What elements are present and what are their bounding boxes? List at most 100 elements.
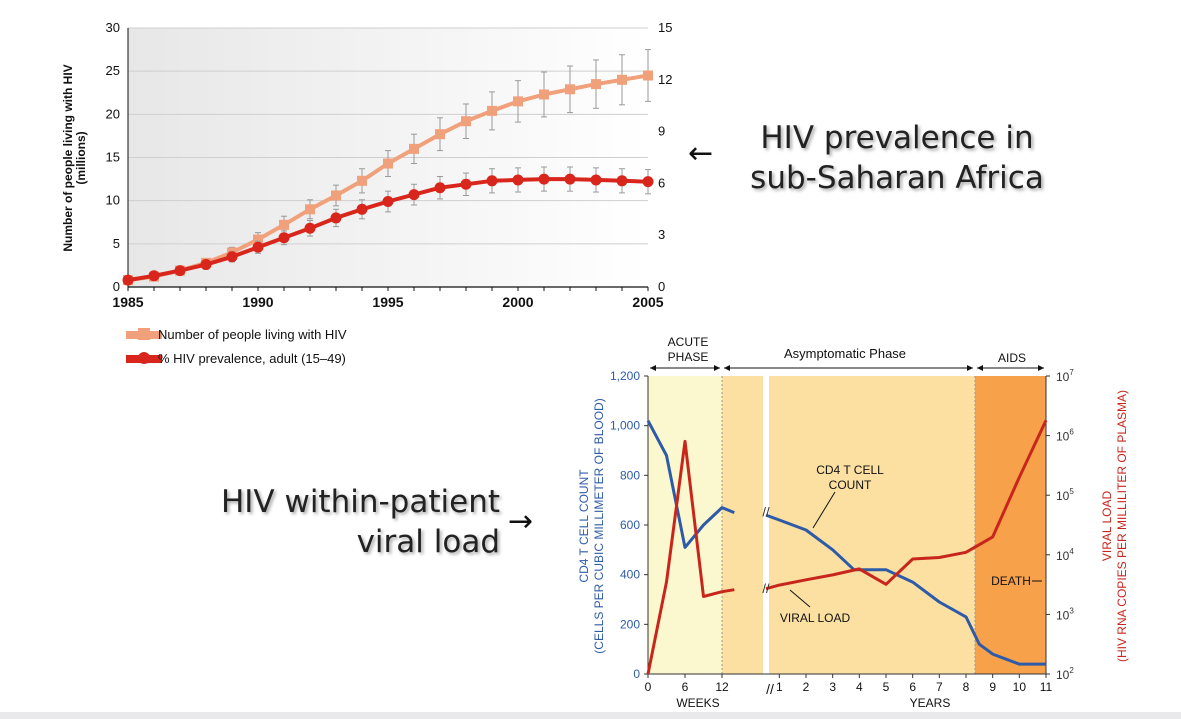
y-axis-label: Number of people living with HIV(million…	[61, 64, 88, 251]
y-tick-label: 5	[113, 236, 120, 251]
legend-swatch-people	[126, 328, 162, 340]
phase-arrowhead	[724, 365, 730, 371]
phase-label-aids: AIDS	[998, 351, 1026, 365]
data-point-prevalence	[460, 178, 472, 190]
phase-label-acute: ACUTE PHASE	[668, 335, 709, 364]
data-point-prevalence	[382, 196, 394, 208]
y2-tick-base: 10	[1056, 549, 1070, 563]
legend-label-people: Number of people living with HIV	[158, 327, 347, 342]
viral-load-line-years	[765, 419, 1048, 591]
prevalence-caption-line-2: sub-Saharan Africa	[750, 160, 1044, 196]
y-tick-label: 30	[106, 20, 120, 35]
y2-tick-base: 10	[1056, 608, 1070, 622]
y-tick-label: 20	[106, 106, 120, 121]
y-axis-label: CD4 T CELL COUNT(CELLS PER CUBIC MILLIME…	[577, 398, 606, 653]
axis-break-mark: //	[766, 681, 774, 697]
y2-tick-label: 3	[658, 227, 665, 242]
data-point-prevalence	[200, 259, 212, 271]
data-point-people	[643, 70, 653, 81]
y2-axis-label-line: VIRAL LOAD	[1100, 491, 1114, 562]
legend-label-prevalence: % HIV prevalence, adult (15–49)	[158, 351, 346, 366]
y-tick-label: 400	[620, 568, 640, 582]
phase-arrowhead	[1038, 365, 1044, 371]
data-point-prevalence	[356, 203, 368, 215]
x-tick-label: 1990	[242, 294, 273, 310]
y2-tick-exp: 3	[1069, 606, 1074, 615]
y-tick-label: 1,200	[610, 369, 640, 383]
y2-tick-label: 105	[1056, 487, 1074, 503]
x-tick-label: 1995	[372, 294, 403, 310]
bottom-strip	[0, 712, 1181, 719]
y2-tick-base: 10	[1056, 489, 1070, 503]
y2-tick-label: 104	[1056, 547, 1074, 563]
acute-phase-region	[648, 376, 722, 674]
y2-tick-label: 12	[658, 72, 672, 87]
data-point-people	[305, 204, 315, 215]
x-tick-label-years: 2	[803, 680, 810, 694]
x-tick-label-years: 5	[883, 680, 890, 694]
y2-tick-label: 6	[658, 175, 665, 190]
x-tick-label: 2000	[502, 294, 533, 310]
y-tick-label: 1,000	[610, 419, 640, 433]
x-tick-label-weeks: 6	[682, 680, 689, 694]
y2-tick-exp: 6	[1069, 428, 1074, 437]
x-tick-label: 2005	[632, 294, 663, 310]
viral-load-line-weeks	[646, 439, 735, 675]
asymptomatic-phase-region	[722, 376, 975, 674]
annotation-cd4: CD4 T CELL COUNT	[816, 463, 884, 492]
y2-tick-exp: 5	[1069, 487, 1074, 496]
y2-tick-label: 0	[658, 279, 665, 294]
x-tick-label-years: 3	[829, 680, 836, 694]
phase-label-acute-line: PHASE	[668, 350, 709, 364]
data-point-prevalence	[278, 232, 290, 244]
data-point-prevalence	[434, 182, 446, 194]
data-point-people	[565, 84, 575, 95]
data-point-people	[383, 158, 393, 169]
cd4-line-years	[765, 513, 1046, 666]
data-point-people	[513, 96, 523, 107]
y2-axis-label: VIRAL LOAD(HIV RNA COPIES PER MILLILITER…	[1100, 390, 1129, 662]
y2-axis-label-line: (HIV RNA COPIES PER MILLILITER OF PLASMA…	[1115, 390, 1129, 662]
data-point-prevalence	[590, 174, 602, 186]
data-point-people	[461, 116, 471, 127]
y2-tick-label: 102	[1056, 666, 1074, 682]
y2-tick-label: 107	[1056, 368, 1074, 384]
x-axis-label-years: YEARS	[910, 696, 951, 710]
y-tick-label: 800	[620, 468, 640, 482]
phase-arrowhead	[650, 365, 656, 371]
phase-label-acute-line: ACUTE	[668, 335, 709, 349]
line-break-mark: //	[762, 581, 770, 596]
data-point-prevalence	[122, 274, 134, 286]
y2-tick-exp: 4	[1069, 547, 1074, 556]
data-point-people	[279, 219, 289, 230]
data-point-prevalence	[148, 270, 160, 282]
y-tick-label: 0	[633, 667, 640, 681]
legend-marker-people	[138, 328, 150, 340]
data-point-people	[617, 74, 627, 85]
annotation-viral: VIRAL LOAD	[780, 611, 851, 625]
viral-caption: HIV within-patient viral load	[200, 482, 500, 562]
data-point-prevalence	[486, 175, 498, 187]
data-point-prevalence	[174, 265, 186, 277]
data-point-people	[409, 143, 419, 154]
data-point-prevalence	[538, 173, 550, 185]
data-point-prevalence	[252, 241, 264, 253]
y-axis-label-line: CD4 T CELL COUNT	[577, 469, 591, 583]
annotation-death: DEATH	[991, 574, 1031, 588]
data-point-prevalence	[304, 222, 316, 234]
y-axis-label-line: Number of people living with HIV	[61, 64, 75, 251]
y-axis-label-line: (millions)	[74, 131, 88, 184]
annotation-viral-leader	[789, 589, 811, 608]
data-point-prevalence	[408, 189, 420, 201]
y-tick-label: 15	[106, 150, 120, 165]
data-point-prevalence	[512, 174, 524, 186]
y2-tick-label: 106	[1056, 428, 1074, 444]
data-point-people	[331, 190, 341, 201]
annotation-cd4-line: CD4 T CELL	[816, 463, 884, 477]
x-tick-label-years: 9	[989, 680, 996, 694]
y-tick-label: 10	[106, 193, 120, 208]
phase-arrowhead	[714, 365, 720, 371]
x-tick-label-years: 4	[856, 680, 863, 694]
